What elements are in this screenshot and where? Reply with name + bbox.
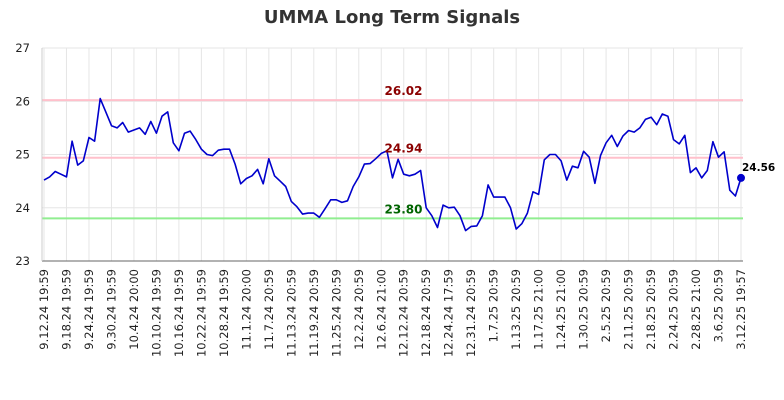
last-value-label: 24.56 [742,162,775,174]
x-tick-label: 9.30.24 19:59 [104,269,118,350]
x-tick-label: 1.30.25 20:59 [577,269,591,350]
x-tick-label: 10.4.24 20:00 [127,269,141,350]
x-tick-label: 2.24.25 20:59 [667,269,681,350]
y-tick-label: 25 [15,148,30,162]
y-tick-label: 26 [15,94,30,108]
x-tick-label: 12.12.24 20:59 [397,269,411,357]
x-tick-label: 12.2.24 20:59 [352,269,366,350]
x-tick-label: 11.25.24 20:59 [329,269,343,357]
x-tick-label: 2.5.25 20:59 [599,269,613,342]
x-tick-label: 12.18.24 20:59 [419,269,433,357]
axis-layer: 23 24 25 26 27 9.12.24 19:59 9.18.24 19:59 9.24… [15,41,748,357]
x-tick-label: 3.12.25 19:57 [734,269,748,350]
y-tick-label: 23 [15,254,30,268]
x-tick-label: 10.22.24 19:59 [194,269,208,357]
x-tick-label: 9.12.24 19:59 [37,269,51,350]
x-tick-label: 10.10.24 19:59 [149,269,163,357]
x-tick-label: 10.16.24 19:59 [172,269,186,357]
label-layer: 26.02 24.94 23.80 24.56 [385,84,776,216]
x-tick-label: 1.17.25 21:00 [532,269,546,350]
grid-layer [42,47,743,262]
x-tick-label: 9.18.24 19:59 [59,269,73,350]
y-tick-label: 24 [15,201,30,215]
x-tick-label: 2.28.25 21:00 [689,269,703,350]
x-tick-label: 9.24.24 19:59 [82,269,96,350]
reference-lines [42,99,743,220]
last-point-marker [737,173,745,182]
x-tick-label: 2.11.25 20:59 [622,269,636,350]
x-tick-label: 11.19.24 20:59 [307,269,321,357]
x-tick-label: 1.13.25 20:59 [509,269,523,350]
x-tick-label: 11.1.24 20:00 [239,269,253,350]
x-tick-label: 3.6.25 20:59 [712,269,726,342]
series-line [43,97,742,232]
reference-line-label: 23.80 [385,202,423,216]
x-tick-label: 10.28.24 19:59 [217,269,231,357]
series-layer [43,97,745,232]
y-tick-label: 27 [15,41,30,55]
x-tick-label: 1.7.25 20:59 [487,269,501,342]
x-tick-label: 12.31.24 20:59 [464,269,478,357]
reference-line-label: 24.94 [385,142,423,156]
chart-title: UMMA Long Term Signals [263,7,521,28]
x-tick-label: 12.6.24 21:00 [374,269,388,350]
x-tick-label: 2.18.25 20:59 [644,269,658,350]
x-tick-label: 11.7.24 20:59 [262,269,276,350]
reference-line-label: 26.02 [385,84,423,98]
x-tick-label: 12.24.24 17:59 [442,269,456,357]
x-tick-label: 1.24.25 21:00 [554,269,568,350]
x-tick-label: 11.13.24 20:59 [284,269,298,357]
